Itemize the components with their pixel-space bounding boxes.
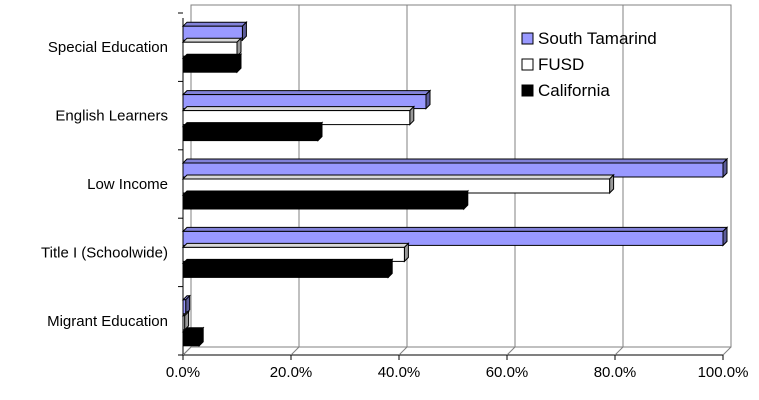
bar-side-face — [722, 226, 728, 247]
bar-top-face — [181, 90, 432, 96]
bar-top-face — [181, 226, 729, 232]
bar-top-face — [181, 190, 470, 196]
bar — [182, 299, 187, 315]
bar-side-face — [722, 157, 728, 179]
bar — [182, 194, 465, 210]
bar-side-face — [317, 121, 323, 142]
legend-swatch — [521, 58, 534, 71]
x-tick-label: 100.0% — [698, 364, 749, 381]
y-category-label: Low Income — [87, 176, 168, 193]
bar-side-face — [387, 258, 393, 279]
bar-side-face — [236, 36, 242, 58]
y-category-label: Title I (Schoolwide) — [41, 244, 168, 261]
x-tick-label: 60.0% — [486, 364, 529, 381]
bar-side-face — [236, 52, 242, 74]
bar-top-face — [181, 242, 410, 248]
bar-side-face — [403, 242, 409, 263]
bar — [182, 126, 319, 142]
bar — [182, 57, 238, 73]
bar-side-face — [609, 173, 615, 195]
bar-top-face — [181, 106, 416, 112]
legend-swatch — [521, 32, 534, 45]
bar-top-face — [181, 21, 248, 27]
legend-label: California — [538, 81, 610, 100]
floor-tick-depth — [290, 346, 300, 356]
y-category-label: Migrant Education — [47, 313, 168, 330]
bar-side-face — [241, 20, 247, 42]
x-tick-label: 20.0% — [270, 364, 313, 381]
x-tick-label: 80.0% — [594, 364, 637, 381]
legend-swatch — [521, 84, 534, 97]
bar-side-face — [198, 326, 204, 348]
legend-label: South Tamarind — [538, 29, 657, 48]
x-tick-label: 40.0% — [378, 364, 421, 381]
bar-top-face — [181, 258, 394, 264]
bar — [182, 230, 724, 246]
floor-tick-depth — [182, 346, 192, 356]
bar-side-face — [463, 189, 469, 211]
bar — [182, 315, 186, 331]
floor-tick-depth — [506, 346, 516, 356]
x-tick-label: 0.0% — [166, 364, 200, 381]
bar-top-face — [181, 37, 243, 43]
bar — [182, 262, 389, 278]
floor-tick-depth — [722, 346, 732, 356]
bar-top-face — [181, 174, 615, 180]
bar-top-face — [181, 122, 324, 128]
bar-side-face — [184, 310, 190, 332]
floor-tick-depth — [398, 346, 408, 356]
legend-label: FUSD — [538, 55, 584, 74]
bar-top-face — [181, 53, 243, 59]
bar — [182, 331, 200, 347]
y-category-label: English Learners — [55, 108, 168, 125]
bar-side-face — [425, 89, 431, 110]
bar-side-face — [409, 105, 415, 126]
y-category-label: Special Education — [48, 39, 168, 56]
bar-top-face — [181, 158, 729, 164]
floor-tick-depth — [614, 346, 624, 356]
